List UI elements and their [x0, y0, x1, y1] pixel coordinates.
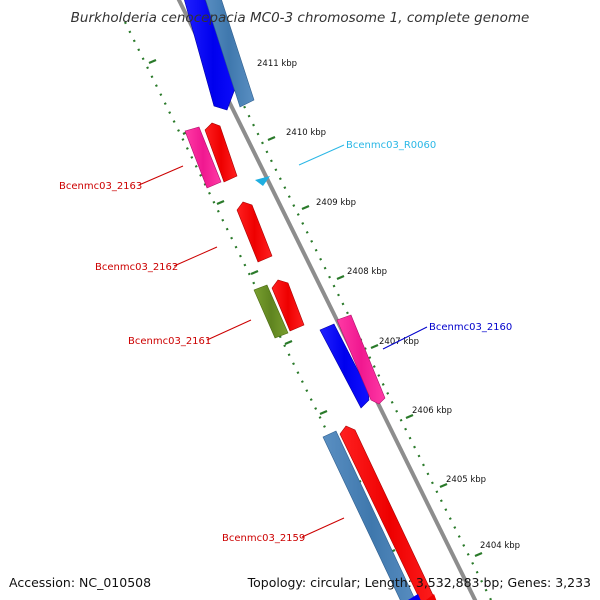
tick-label: 2407 kbp	[379, 337, 419, 347]
callout-line-2161	[206, 319, 252, 341]
callout-line-2162	[173, 246, 218, 267]
gene-bcenmc03-2161-arrow[interactable]	[253, 284, 289, 339]
gene-arrow-reverse[interactable]	[271, 279, 305, 332]
major-tick-2409	[301, 204, 310, 211]
gene-arrow-forward[interactable]	[319, 323, 370, 409]
gene-bcenmc03-2160-arrow[interactable]	[336, 314, 386, 405]
major-tick-2407	[370, 343, 379, 350]
accession-text: Accession: NC_010508	[9, 575, 152, 590]
genome-summary-text: Topology: circular; Length: 3,532,883 bp…	[247, 575, 591, 590]
gene-arrow-forward[interactable]	[204, 0, 255, 108]
tick-label: 2411 kbp	[257, 59, 297, 69]
gene-label-bcenmc03-2162[interactable]: Bcenmc03_2162	[95, 262, 178, 273]
gene-arrow-reverse[interactable]	[204, 122, 238, 183]
gene-arrow-reverse[interactable]	[426, 594, 440, 600]
gene-bcenmc03-2159-arrow[interactable]	[322, 430, 420, 600]
gene-label-bcenmc03-2159[interactable]: Bcenmc03_2159	[222, 533, 305, 544]
inner-tick	[216, 199, 225, 206]
gene-label-bcenmc03-2163[interactable]: Bcenmc03_2163	[59, 181, 142, 192]
tick-label: 2408 kbp	[347, 267, 387, 277]
gene-arrow-forward[interactable]	[408, 594, 425, 600]
gene-bcenmc03-2163-arrow[interactable]	[184, 126, 222, 189]
gene-bcenmc03-2162-arrow[interactable]	[236, 201, 273, 263]
gene-label-bcenmc03-2160[interactable]: Bcenmc03_2160	[429, 322, 512, 333]
inner-tick	[319, 409, 328, 416]
inner-tick	[250, 269, 259, 276]
major-tick-2410	[267, 135, 276, 142]
gene-label-bcenmc03-r0060[interactable]: Bcenmc03_R0060	[346, 140, 436, 151]
map-title: Burkholderia cenocepacia MC0-3 chromosom…	[70, 10, 530, 26]
tick-label: 2409 kbp	[316, 198, 356, 208]
tick-label: 2404 kbp	[480, 541, 520, 551]
tick-label: 2405 kbp	[446, 475, 486, 485]
major-tick-2405	[439, 482, 448, 489]
inner-tick	[284, 339, 293, 346]
rna-marker-bcenmc03-r0060[interactable]	[255, 176, 270, 186]
callout-line-r0060	[298, 144, 345, 166]
gene-arrow-reverse[interactable]	[339, 425, 440, 600]
gene-label-bcenmc03-2161[interactable]: Bcenmc03_2161	[128, 336, 211, 347]
major-tick-2406	[405, 413, 414, 420]
major-tick-2404	[474, 551, 483, 558]
callout-line-2159	[301, 517, 345, 538]
callout-line-2160	[382, 326, 428, 350]
tick-label: 2406 kbp	[412, 406, 452, 416]
callout-line-2163	[138, 165, 184, 186]
tick-label: 2410 kbp	[286, 128, 326, 138]
inner-tick	[148, 58, 157, 65]
major-tick-2408	[336, 274, 345, 281]
